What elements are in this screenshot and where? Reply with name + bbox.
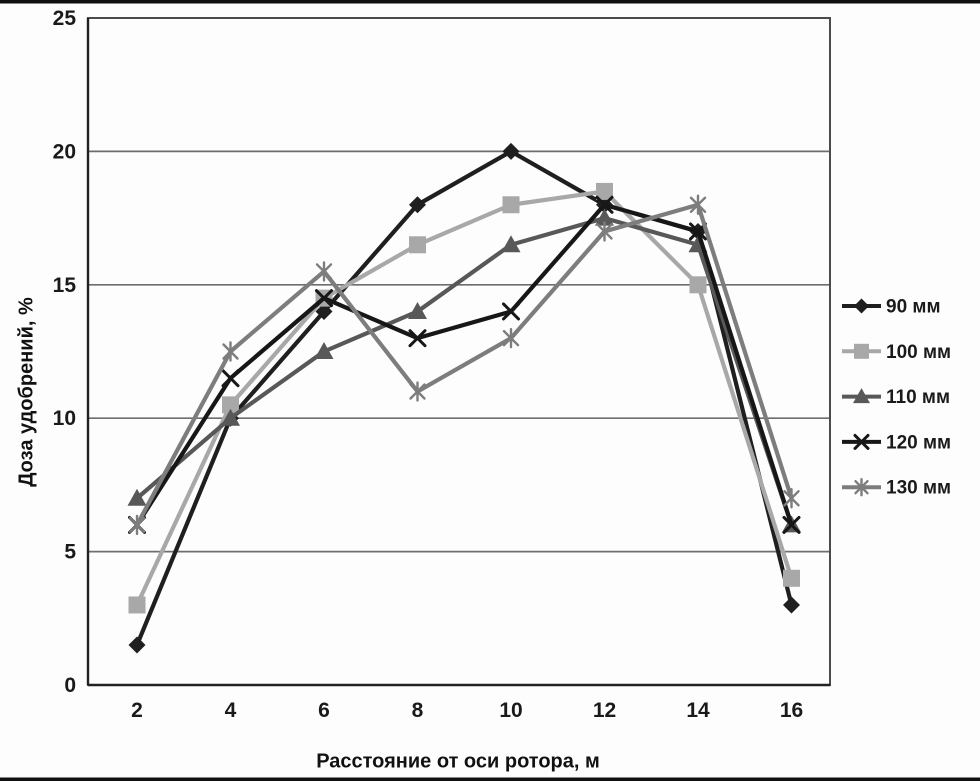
triangle-marker: [853, 388, 870, 404]
y-tick-label: 25: [53, 7, 77, 30]
y-tick-label: 0: [64, 674, 76, 697]
asterisk-marker: [854, 478, 869, 497]
triangle-marker: [127, 488, 147, 506]
series-line-130-мм: [134, 202, 794, 528]
diamond-marker: [128, 636, 146, 654]
diamond-marker: [783, 596, 800, 614]
x-marker: [221, 369, 240, 388]
series-line-100-мм: [134, 189, 794, 608]
asterisk-marker: [502, 327, 520, 349]
x-marker: [408, 329, 427, 348]
asterisk-marker: [783, 488, 800, 509]
legend-label: 120 мм: [886, 432, 951, 453]
x-marker: [502, 302, 520, 321]
diamond-marker: [502, 142, 520, 160]
diamond-marker: [315, 302, 333, 320]
square-marker: [128, 596, 146, 614]
x-tick-label: 16: [780, 699, 803, 722]
asterisk-marker: [409, 381, 426, 402]
triangle-marker: [501, 235, 521, 253]
triangle-marker: [595, 208, 614, 226]
triangle-marker: [221, 408, 240, 426]
asterisk-marker: [315, 261, 333, 282]
figure-frame-top: [0, 0, 980, 4]
x-tick-label: 8: [412, 699, 424, 722]
y-axis-title: Доза удобрений, %: [15, 297, 38, 487]
x-tick-label: 14: [686, 699, 710, 722]
x-marker: [853, 433, 870, 450]
x-tick-label: 2: [131, 699, 143, 722]
diamond-marker: [854, 298, 869, 314]
triangle-marker: [408, 301, 427, 319]
x-marker: [782, 515, 801, 534]
legend-label: 90 мм: [886, 297, 941, 318]
square-marker: [222, 396, 239, 414]
x-marker: [315, 289, 333, 308]
triangle-marker: [314, 342, 334, 359]
square-marker: [502, 196, 520, 214]
legend-label: 130 мм: [886, 478, 951, 499]
square-marker: [783, 569, 800, 587]
asterisk-marker: [128, 514, 146, 536]
x-marker: [595, 195, 614, 214]
series-line-110-мм: [134, 216, 794, 528]
x-tick-label: 6: [318, 699, 330, 722]
diamond-marker: [409, 196, 426, 214]
x-tick-label: 12: [593, 699, 616, 722]
x-axis-title: Расстояние от оси ротора, м: [316, 750, 600, 773]
square-marker: [854, 343, 869, 359]
square-marker: [596, 182, 613, 200]
figure-frame-bottom: [0, 777, 980, 781]
y-tick-label: 10: [53, 407, 76, 430]
asterisk-marker: [222, 341, 239, 362]
legend-label: 110 мм: [886, 387, 950, 408]
x-tick-label: 4: [225, 699, 237, 722]
y-tick-label: 5: [64, 541, 76, 564]
asterisk-marker: [596, 221, 613, 242]
series-line-120-мм: [134, 202, 794, 528]
square-marker: [689, 276, 707, 294]
asterisk-marker: [689, 194, 707, 215]
y-tick-label: 20: [53, 140, 76, 163]
y-tick-label: 15: [53, 274, 77, 297]
x-tick-label: 10: [499, 699, 522, 722]
square-marker: [409, 236, 426, 254]
legend-label: 100 мм: [886, 342, 951, 363]
